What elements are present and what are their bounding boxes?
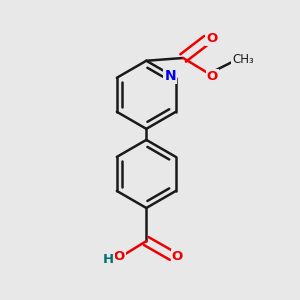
Text: H: H [103, 253, 114, 266]
Text: O: O [206, 32, 217, 45]
Text: O: O [172, 250, 183, 263]
Text: CH₃: CH₃ [232, 53, 254, 66]
Text: N: N [164, 69, 176, 83]
Text: O: O [207, 70, 218, 83]
Text: O: O [113, 250, 125, 263]
